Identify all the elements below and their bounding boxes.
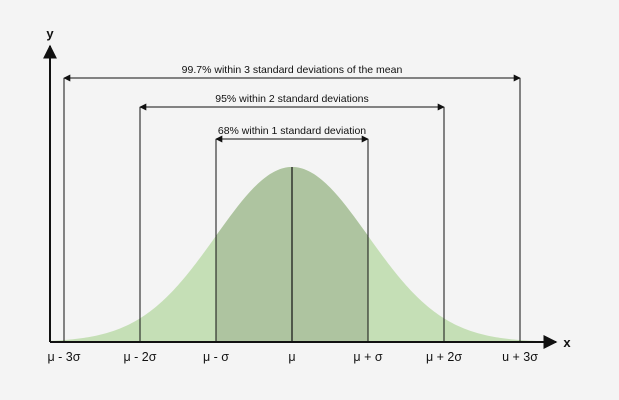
two-sigma-label: 95% within 2 standard deviations [215, 93, 369, 105]
x-tick-labels: μ - 3σ μ - 2σ μ - σ μ μ + σ μ + 2σ u + 3σ [48, 350, 539, 364]
tick-minus-2-sigma: μ - 2σ [124, 350, 157, 364]
tick-mean: μ [288, 350, 295, 364]
y-axis-label: y [46, 26, 54, 41]
three-sigma-label: 99.7% within 3 standard deviations of th… [182, 64, 403, 76]
one-sigma-region [216, 167, 368, 342]
tick-plus-2-sigma: μ + 2σ [426, 350, 462, 364]
one-sigma-label: 68% within 1 standard deviation [218, 125, 366, 137]
tick-plus-3-sigma: u + 3σ [502, 350, 538, 364]
tick-minus-1-sigma: μ - σ [203, 350, 229, 364]
tick-plus-1-sigma: μ + σ [353, 350, 382, 364]
tick-minus-3-sigma: μ - 3σ [48, 350, 81, 364]
x-axis-label: x [563, 335, 571, 350]
